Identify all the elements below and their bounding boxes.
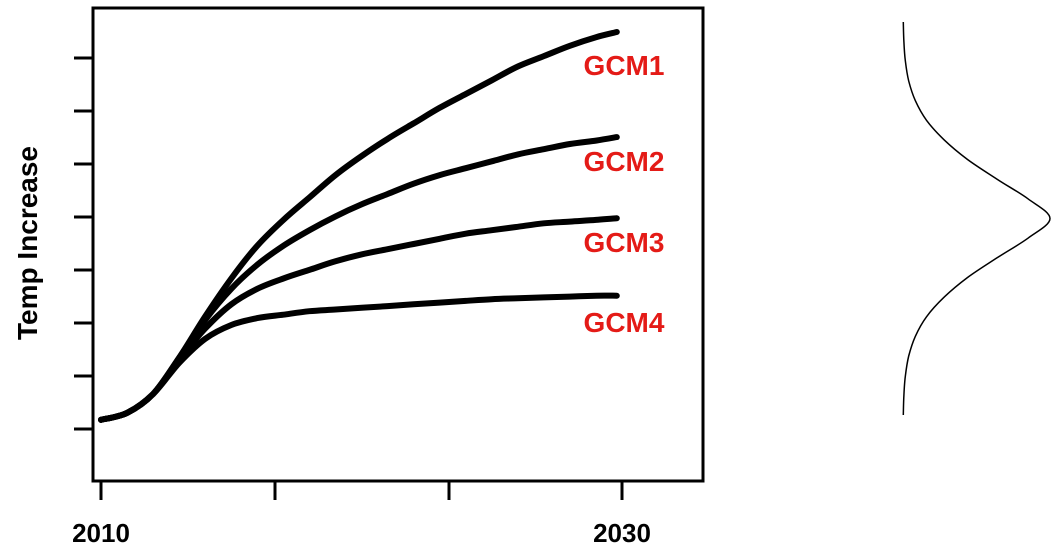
x-tick-label-start: 2010 — [72, 518, 130, 548]
x-tick-label-end: 2030 — [593, 518, 651, 548]
series-label-gcm4: GCM4 — [584, 307, 665, 338]
plot-frame — [91, 6, 705, 483]
series-labels: GCM1 GCM2 GCM3 GCM4 — [584, 50, 665, 338]
x-axis-ticks — [99, 481, 624, 500]
series-label-gcm1: GCM1 — [584, 50, 665, 81]
y-axis-ticks — [74, 56, 93, 431]
y-axis-title: Temp Increase — [12, 146, 43, 340]
temperature-chart: GCM1 GCM2 GCM3 GCM4 Temp Increase 2010 2030 — [12, 6, 705, 548]
distribution-curve — [902, 21, 1051, 416]
series-lines — [98, 29, 620, 423]
distribution-chart — [902, 21, 1051, 416]
series-line-gcm2 — [98, 134, 620, 423]
series-label-gcm2: GCM2 — [584, 146, 665, 177]
series-label-gcm3: GCM3 — [584, 227, 665, 258]
series-line-gcm3 — [98, 215, 620, 423]
series-line-gcm4 — [98, 292, 620, 423]
